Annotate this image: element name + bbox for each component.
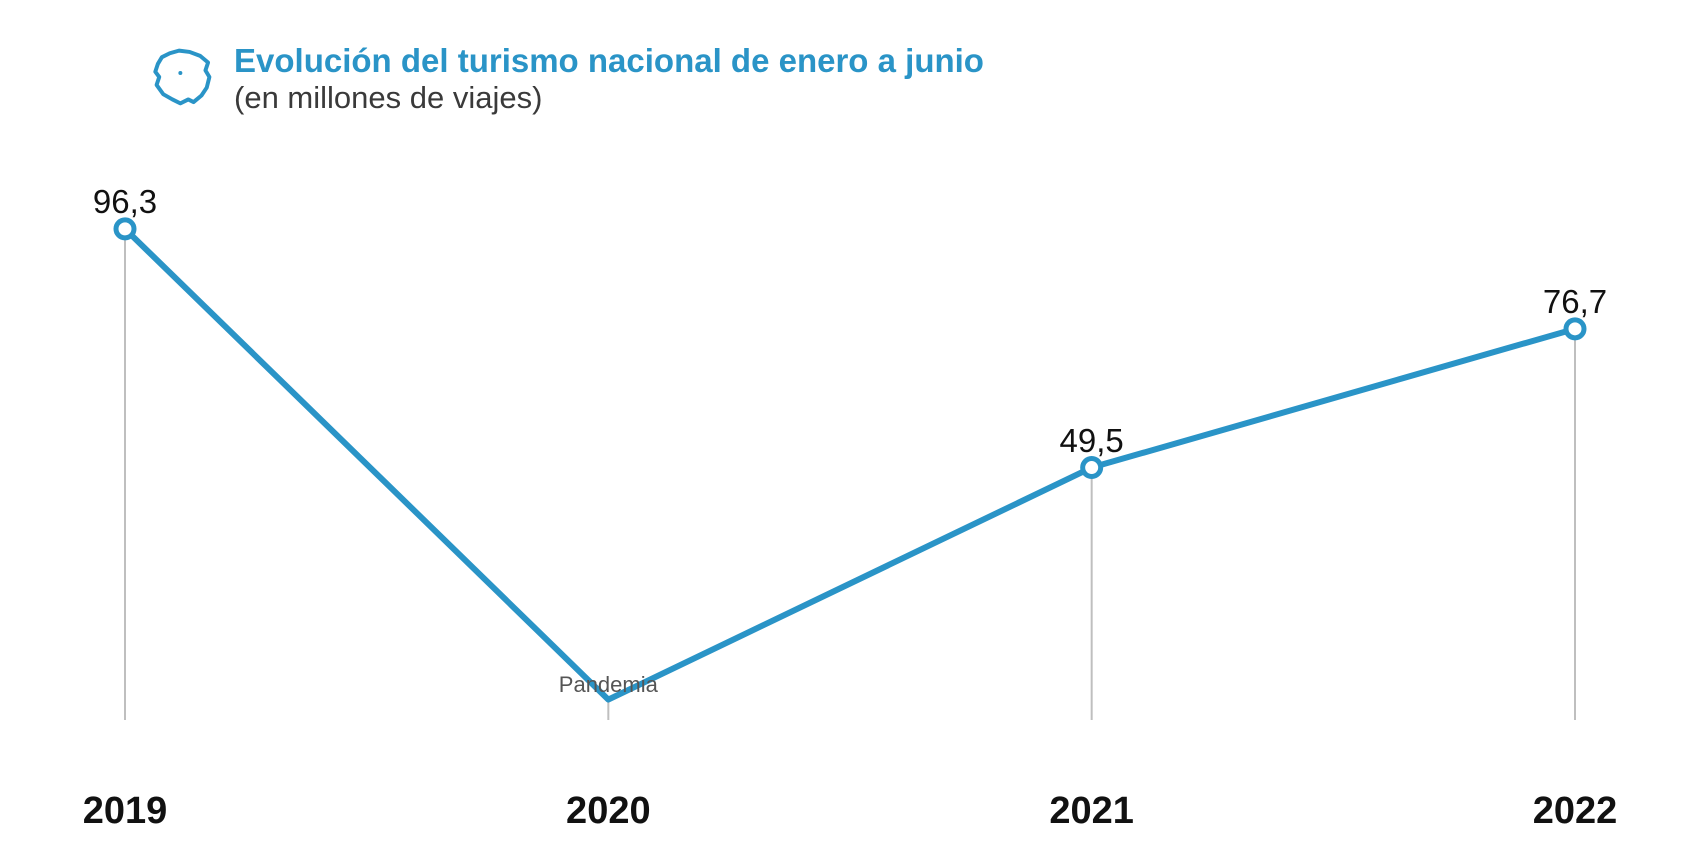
line-chart (0, 0, 1690, 858)
value-label: 96,3 (93, 183, 157, 221)
x-axis-label: 2022 (1533, 790, 1618, 833)
value-label: 49,5 (1060, 422, 1124, 460)
point-annotation: Pandemia (559, 672, 658, 698)
value-label: 76,7 (1543, 283, 1607, 321)
x-axis-label: 2019 (83, 790, 168, 833)
x-axis-label: 2020 (566, 790, 651, 833)
chart-canvas: Evolución del turismo nacional de enero … (0, 0, 1690, 858)
x-axis-label: 2021 (1049, 790, 1134, 833)
